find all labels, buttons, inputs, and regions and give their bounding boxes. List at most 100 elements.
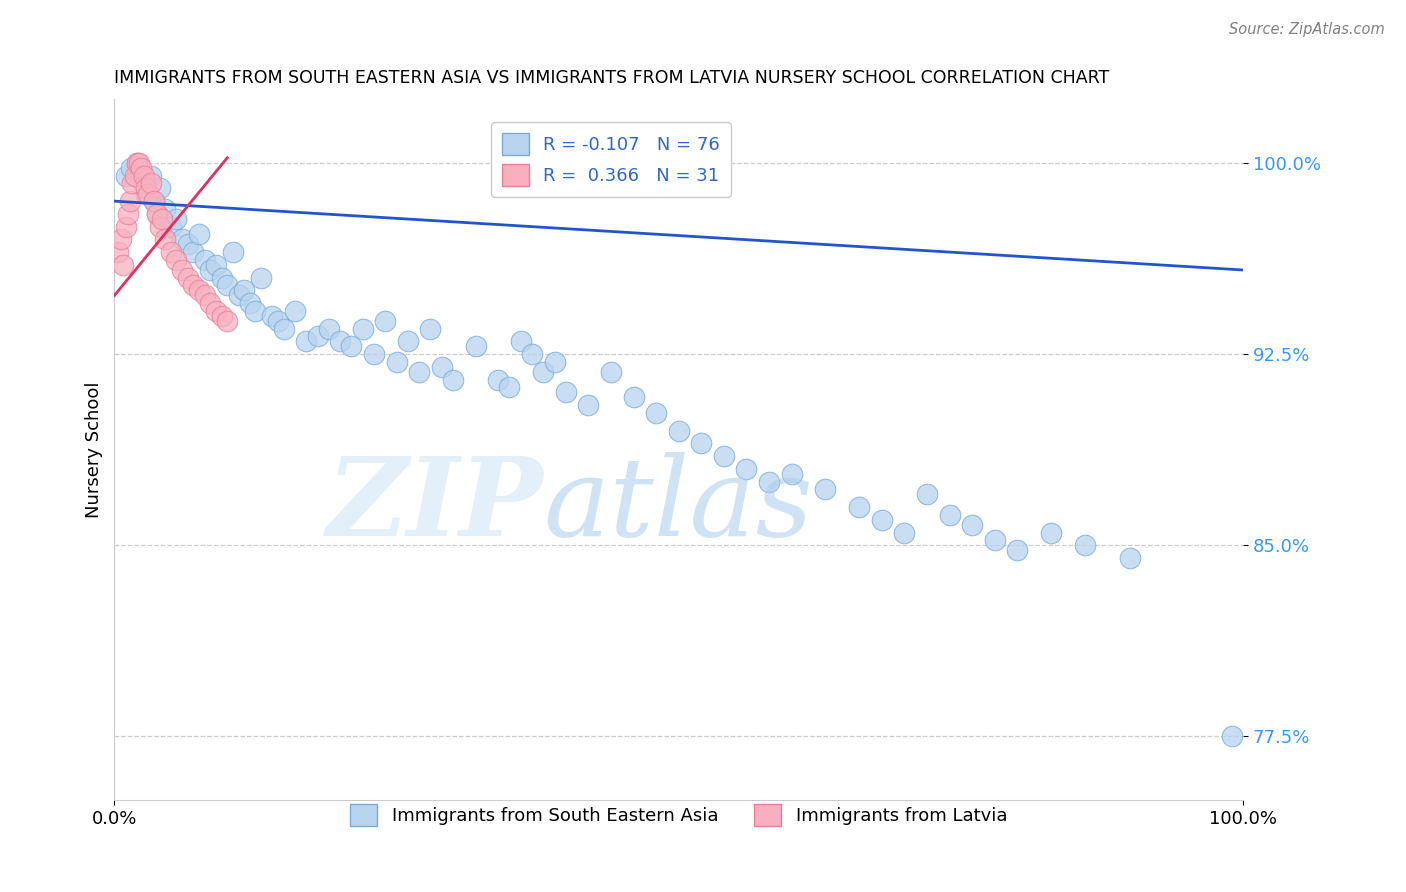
Point [160,245,183,260]
Point [114,219,136,234]
Point [245,303,267,318]
Point [509,334,531,349]
Point [576,398,599,412]
Point [166,212,188,227]
Text: Source: ZipAtlas.com: Source: ZipAtlas.com [1229,22,1385,37]
Text: IMMIGRANTS FROM SOUTH EASTERN ASIA VS IMMIGRANTS FROM LATVIA NURSERY SCHOOL CORR: IMMIGRANTS FROM SOUTH EASTERN ASIA VS IM… [114,69,1109,87]
Point [117,207,139,221]
Point [938,508,960,522]
Point [267,314,290,328]
Point [623,391,645,405]
Point [250,270,273,285]
Point [464,339,486,353]
Point [125,156,148,170]
Point [132,169,155,183]
Point [166,252,188,267]
Point [385,355,408,369]
Point [153,202,176,216]
Point [262,309,284,323]
Point [183,278,205,293]
Point [1007,543,1029,558]
Point [340,339,363,353]
Point [329,334,352,349]
Point [148,181,170,195]
Point [142,194,165,209]
Point [780,467,803,481]
Point [915,487,938,501]
Point [1040,525,1063,540]
Point [142,194,165,209]
Point [188,227,211,242]
Point [172,232,194,246]
Point [307,329,329,343]
Point [284,303,307,318]
Point [131,177,153,191]
Point [419,321,441,335]
Point [148,219,170,234]
Point [531,365,554,379]
Point [139,169,162,183]
Point [135,181,157,195]
Point [177,237,200,252]
Point [135,186,157,201]
Point [107,245,129,260]
Point [848,500,870,514]
Point [498,380,520,394]
Point [543,355,565,369]
Point [430,359,453,374]
Point [153,232,176,246]
Legend: Immigrants from South Eastern Asia, Immigrants from Latvia: Immigrants from South Eastern Asia, Immi… [343,797,1015,833]
Point [211,270,233,285]
Point [554,385,576,400]
Point [205,303,228,318]
Point [645,406,668,420]
Point [110,232,132,246]
Point [120,161,142,175]
Point [396,334,419,349]
Point [217,278,239,293]
Point [486,373,509,387]
Point [374,314,396,328]
Point [960,517,983,532]
Point [139,177,162,191]
Point [273,321,295,335]
Text: ZIP: ZIP [326,452,543,559]
Point [131,161,153,175]
Point [441,373,464,387]
Point [136,186,159,201]
Point [363,347,385,361]
Point [600,365,623,379]
Point [177,270,200,285]
Point [1220,730,1243,744]
Point [114,169,136,183]
Point [758,475,780,489]
Point [239,296,262,310]
Point [200,263,222,277]
Point [112,258,135,272]
Point [814,482,837,496]
Point [1074,538,1097,552]
Point [222,245,245,260]
Point [735,462,758,476]
Point [408,365,430,379]
Point [120,194,142,209]
Point [690,436,713,450]
Point [205,258,228,272]
Point [1119,551,1142,566]
Point [217,314,239,328]
Point [121,177,143,191]
Point [194,252,217,267]
Point [295,334,318,349]
Y-axis label: Nursery School: Nursery School [86,382,103,518]
Point [188,284,211,298]
Point [318,321,340,335]
Point [352,321,374,335]
Point [200,296,222,310]
Point [124,169,146,183]
Point [983,533,1005,548]
Point [233,284,256,298]
Point [520,347,543,361]
Point [668,424,690,438]
Point [146,207,169,221]
Point [150,212,173,227]
